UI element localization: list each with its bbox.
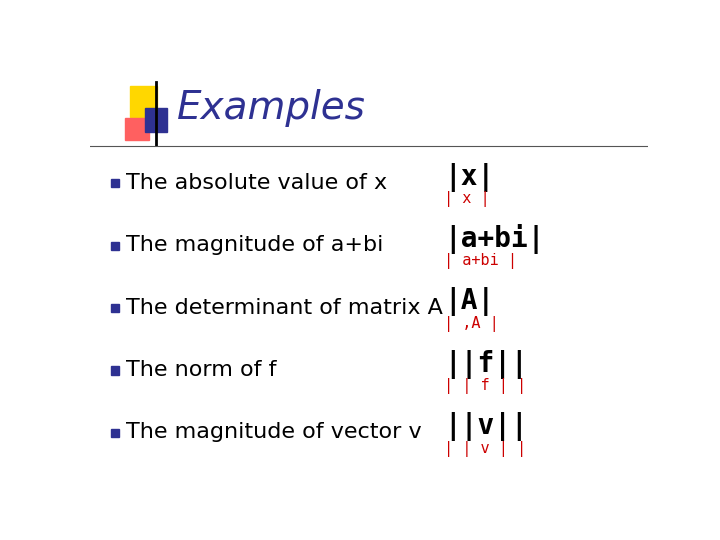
Text: | x |: | x | [444,191,490,207]
Text: | a+bi |: | a+bi | [444,253,518,269]
Text: ||f||: ||f|| [444,350,528,379]
Bar [111,366,119,375]
Text: |A|: |A| [444,287,495,316]
Text: ||v||: ||v|| [444,412,528,441]
Text: | | v | |: | | v | | [444,441,526,457]
Text: The determinant of matrix A: The determinant of matrix A [126,298,443,318]
Bar [111,429,119,437]
Text: | ,A |: | ,A | [444,316,499,332]
Text: | | f | |: | | f | | [444,378,526,394]
Bar [111,179,119,187]
Text: The magnitude of a+bi: The magnitude of a+bi [126,235,384,255]
Bar [111,304,119,312]
Bar [125,118,148,140]
Bar [111,241,119,250]
Bar [145,108,167,132]
Bar [130,85,157,117]
Text: The absolute value of x: The absolute value of x [126,173,387,193]
Text: |a+bi|: |a+bi| [444,225,545,254]
Text: The norm of f: The norm of f [126,360,276,380]
Text: |x|: |x| [444,163,495,192]
Text: Examples: Examples [176,90,365,127]
Text: The magnitude of vector v: The magnitude of vector v [126,422,422,442]
